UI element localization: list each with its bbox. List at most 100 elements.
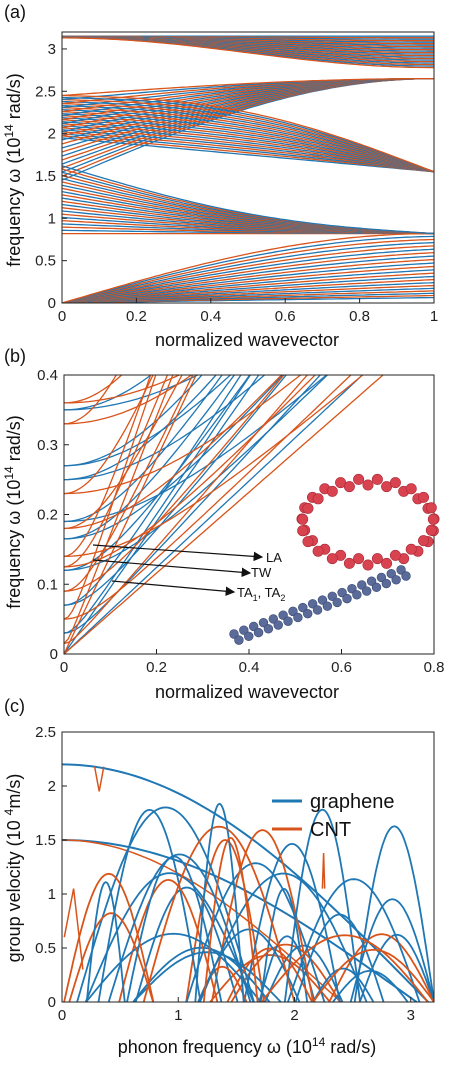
atom <box>322 601 333 611</box>
dispersion-branch <box>64 375 236 540</box>
atom <box>326 485 338 497</box>
x-tick-label: 0.2 <box>146 659 167 676</box>
dispersion-branch <box>62 123 434 173</box>
dispersion-branch <box>64 375 284 540</box>
dispersion-branch <box>64 375 364 558</box>
velocity-curve <box>202 836 259 1002</box>
velocity-curve <box>259 887 309 1002</box>
dispersion-branch <box>64 375 352 620</box>
dispersion-branch <box>62 131 434 173</box>
chart-a: 0 0.2 0.4 0.6 0.8 1 0 0.5 1 1.5 2 2.5 3 <box>35 31 438 325</box>
dispersion-branch <box>62 100 434 173</box>
velocity-curve <box>76 806 255 1002</box>
atom <box>298 602 308 613</box>
x-tick-label: 0.2 <box>126 308 147 325</box>
dispersion-branch <box>62 235 434 303</box>
chart-a-axes: 0 0.2 0.4 0.6 0.8 1 0 0.5 1 1.5 2 2.5 3 <box>35 31 438 325</box>
dispersion-branch <box>64 375 283 530</box>
dispersion-branch <box>62 245 434 303</box>
legend-label-cnt: CNT <box>310 819 351 841</box>
atom <box>326 553 338 565</box>
atom <box>244 631 254 642</box>
x-tick-label: 1 <box>174 1007 182 1024</box>
dispersion-branch <box>62 265 434 303</box>
velocity-curve <box>84 872 255 1002</box>
velocity-curve <box>332 969 409 1002</box>
plot-frame <box>61 31 435 304</box>
atom <box>288 606 298 617</box>
panel-label-b: (b) <box>4 346 26 366</box>
y-tick-label: 0 <box>48 994 56 1011</box>
atom <box>273 620 283 630</box>
x-tick-label: 0.6 <box>331 659 352 676</box>
atom <box>389 477 401 489</box>
dispersion-branch <box>62 238 434 303</box>
velocity-curve <box>126 855 223 1002</box>
legend-label-graphene: graphene <box>310 791 395 813</box>
chart-a-branches <box>62 35 434 303</box>
dispersion-branch <box>62 251 434 303</box>
velocity-curve <box>134 886 239 1002</box>
chart-b-ylabel: frequency ω (1014 rad/s) <box>2 415 24 609</box>
panel-label-a: (a) <box>4 2 26 22</box>
atom <box>361 586 372 596</box>
arrow-ta <box>111 580 236 597</box>
atom <box>389 549 401 561</box>
dispersion-branch <box>62 278 434 303</box>
y-tick-label: 0 <box>48 295 56 312</box>
velocity-curve <box>85 932 262 1002</box>
atom <box>229 629 239 639</box>
x-tick-label: 0 <box>60 659 68 676</box>
dispersion-branch <box>64 375 193 425</box>
atom <box>371 582 382 593</box>
dispersion-branch <box>62 37 434 69</box>
atom <box>386 568 396 579</box>
y-tick-label: 1.5 <box>35 168 56 185</box>
x-tick-label: 3 <box>407 1007 415 1024</box>
velocity-curve <box>185 839 265 1002</box>
chart-c-curves <box>62 763 434 1002</box>
atom <box>405 543 417 555</box>
dispersion-branch <box>62 137 434 173</box>
dispersion-branch <box>64 375 183 530</box>
atom <box>317 595 328 605</box>
dispersion-branch <box>64 375 322 634</box>
chart-b-xlabel: normalized wavevector <box>155 682 339 702</box>
atom <box>327 591 337 601</box>
dispersion-branch <box>62 110 434 173</box>
legend: graphene CNT <box>272 791 395 841</box>
dispersion-branch <box>62 113 434 173</box>
y-tick-label: 2.5 <box>35 724 56 741</box>
dispersion-branch <box>64 375 200 411</box>
atom <box>278 610 288 620</box>
chart-c-xlabel: phonon frequency ω (1014 rad/s) <box>118 1035 377 1057</box>
atom <box>268 614 279 624</box>
dispersion-branch <box>64 375 285 592</box>
atom <box>371 553 383 565</box>
velocity-curve <box>199 872 368 1002</box>
dispersion-branch <box>62 165 434 235</box>
atom <box>357 580 367 590</box>
y-tick-label: 1 <box>48 886 56 903</box>
atom <box>312 545 324 557</box>
dispersion-branch <box>64 375 251 571</box>
dispersion-branch <box>64 375 384 654</box>
atom <box>425 524 437 536</box>
dispersion-branch <box>62 121 434 173</box>
x-tick-label: 2 <box>290 1007 298 1024</box>
y-tick-label: 1 <box>48 210 56 227</box>
x-tick-label: 0 <box>58 1007 66 1024</box>
y-tick-label: 0.2 <box>37 507 58 524</box>
atom <box>396 565 406 575</box>
y-tick-label: 2.5 <box>35 83 56 100</box>
chart-a-xlabel: normalized wavevector <box>155 330 339 350</box>
y-tick-label: 0.5 <box>35 940 56 957</box>
y-tick-label: 2 <box>48 778 56 795</box>
dispersion-branch <box>64 375 181 404</box>
atom <box>405 483 417 495</box>
chart-a-ylabel: frequency ω (1014 rad/s) <box>2 73 24 267</box>
velocity-curve <box>328 933 434 1002</box>
dispersion-branch <box>64 375 242 606</box>
velocity-curve <box>132 951 282 1002</box>
dispersion-branch <box>62 96 434 173</box>
